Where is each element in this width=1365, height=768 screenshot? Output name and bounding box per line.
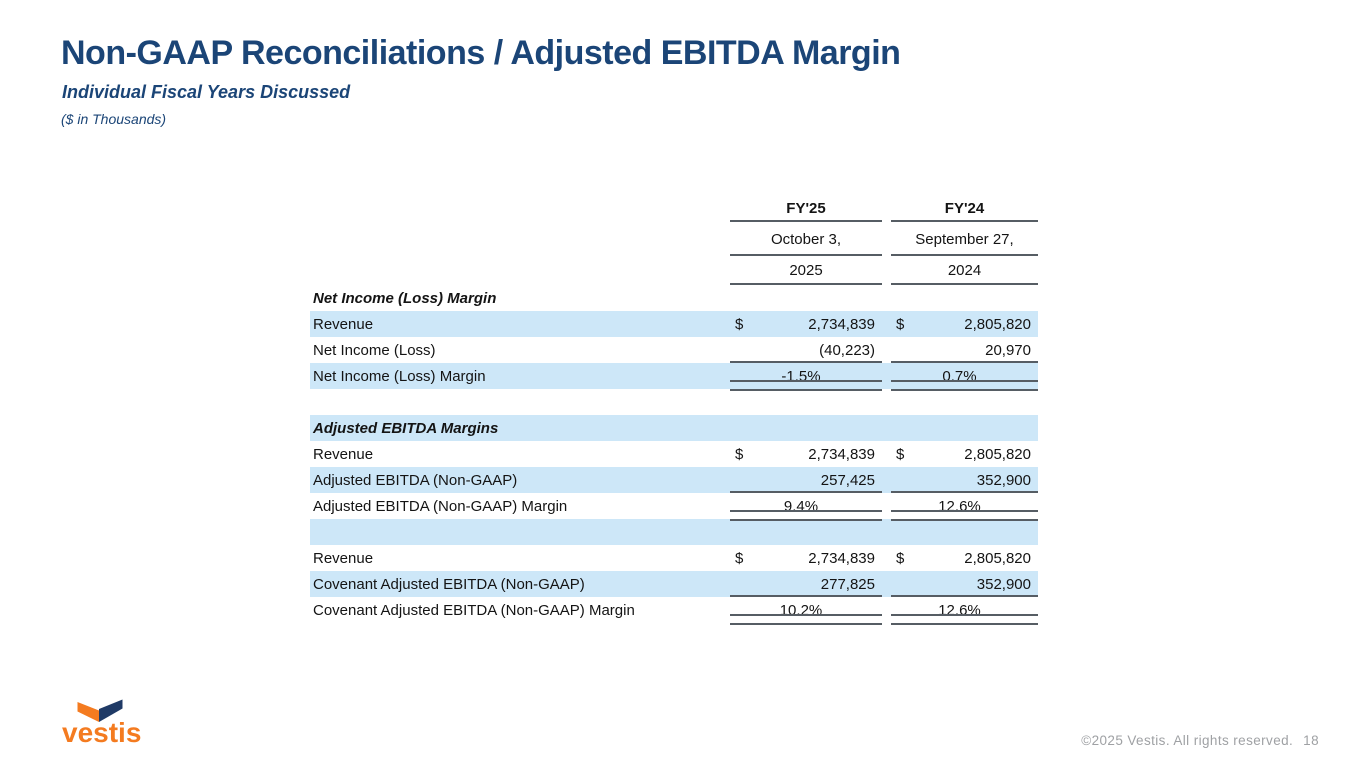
cell-fy25: 257,425: [730, 467, 882, 493]
table-row-net-income: Net Income (Loss) (40,223) 20,970: [310, 337, 1038, 363]
section-row-net-income-margin: Net Income (Loss) Margin: [310, 285, 1038, 311]
cell-value: 277,825: [820, 575, 875, 593]
page-number: 18: [1303, 733, 1319, 748]
table-row-revenue: Revenue $ 2,734,839 $ 2,805,820: [310, 311, 1038, 337]
cell-value: 2,805,820: [964, 549, 1031, 567]
column-year-fy25: 2025: [730, 256, 882, 285]
section-row-adjusted-ebitda-margins: Adjusted EBITDA Margins: [310, 415, 1038, 441]
cell-fy25: $ 2,734,839: [730, 545, 882, 571]
copyright-text: ©2025 Vestis. All rights reserved.: [1081, 733, 1294, 748]
vestis-checkmark-icon: [77, 699, 123, 722]
cell-value: 2,805,820: [964, 445, 1031, 463]
cell-fy24: 20,970: [891, 337, 1038, 363]
cell-value: 12.6%: [938, 601, 981, 619]
cell-value: 352,900: [976, 575, 1031, 593]
cell-value: 0.7%: [942, 367, 977, 385]
cell-fy25: $ 2,734,839: [730, 441, 882, 467]
dollar-sign: $: [735, 445, 744, 463]
reconciliation-table: FY'25 FY'24 October 3, September 27, 202…: [310, 194, 1038, 625]
units-note: ($ in Thousands): [61, 111, 167, 127]
table-row-net-income-margin: Net Income (Loss) Margin -1.5% 0.7%: [310, 363, 1038, 391]
header-spacer: [310, 256, 730, 285]
table-header-row-fy: FY'25 FY'24: [310, 194, 1038, 222]
column-gap: [882, 194, 891, 222]
cell-fy25: 9.4%: [730, 493, 882, 521]
cell-fy25: (40,223): [730, 337, 882, 363]
row-label: Revenue: [313, 549, 374, 567]
table-header-row-year: 2025 2024: [310, 256, 1038, 285]
table-row-revenue: Revenue $ 2,734,839 $ 2,805,820: [310, 545, 1038, 571]
table-row-covenant-adjusted-ebitda-margin: Covenant Adjusted EBITDA (Non-GAAP) Marg…: [310, 597, 1038, 625]
cell-value: -1.5%: [781, 367, 821, 385]
row-label: Revenue: [313, 445, 374, 463]
spacer-row: [310, 389, 1038, 415]
cell-fy25: -1.5%: [730, 363, 882, 391]
header-spacer: [310, 194, 730, 222]
dollar-sign: $: [735, 315, 744, 333]
cell-fy25: 277,825: [730, 571, 882, 597]
cell-fy24: 352,900: [891, 571, 1038, 597]
cell-value: 12.6%: [938, 497, 981, 515]
dollar-sign: $: [735, 549, 744, 567]
cell-value: 2,734,839: [808, 315, 875, 333]
cell-fy24: $ 2,805,820: [891, 545, 1038, 571]
row-label: Net Income (Loss) Margin: [313, 367, 486, 385]
table-row-adjusted-ebitda-margin: Adjusted EBITDA (Non-GAAP) Margin 9.4% 1…: [310, 493, 1038, 521]
row-label: Covenant Adjusted EBITDA (Non-GAAP): [313, 575, 585, 593]
cell-value: 2,734,839: [808, 445, 875, 463]
cell-fy24: 12.6%: [891, 597, 1038, 625]
cell-value: 20,970: [985, 341, 1031, 359]
section-label: Net Income (Loss) Margin: [313, 289, 497, 307]
row-label: Adjusted EBITDA (Non-GAAP) Margin: [313, 497, 568, 515]
cell-fy24: 12.6%: [891, 493, 1038, 521]
cell-fy24: 0.7%: [891, 363, 1038, 391]
table-row-revenue: Revenue $ 2,734,839 $ 2,805,820: [310, 441, 1038, 467]
dollar-sign: $: [896, 445, 905, 463]
cell-fy25: 10.2%: [730, 597, 882, 625]
cell-fy24: 352,900: [891, 467, 1038, 493]
dollar-sign: $: [896, 315, 905, 333]
column-gap: [882, 256, 891, 285]
cell-value: 10.2%: [779, 601, 823, 619]
row-label: Revenue: [313, 315, 374, 333]
spacer-row: [310, 519, 1038, 545]
column-date-fy25: October 3,: [730, 222, 882, 256]
cell-value: 257,425: [820, 471, 875, 489]
dollar-sign: $: [896, 549, 905, 567]
cell-value: 9.4%: [783, 497, 819, 515]
column-gap: [882, 222, 891, 256]
column-year-fy24: 2024: [891, 256, 1038, 285]
slide-subtitle: Individual Fiscal Years Discussed: [62, 82, 351, 102]
cell-value: 2,734,839: [808, 549, 875, 567]
row-label: Net Income (Loss): [313, 341, 436, 359]
cell-fy24: $ 2,805,820: [891, 441, 1038, 467]
column-date-fy24: September 27,: [891, 222, 1038, 256]
cell-fy24: $ 2,805,820: [891, 311, 1038, 337]
cell-value: 2,805,820: [964, 315, 1031, 333]
slide-title: Non-GAAP Reconciliations / Adjusted EBIT…: [61, 34, 901, 72]
row-label: Covenant Adjusted EBITDA (Non-GAAP) Marg…: [313, 601, 635, 619]
table-row-adjusted-ebitda: Adjusted EBITDA (Non-GAAP) 257,425 352,9…: [310, 467, 1038, 493]
column-header-fy24: FY'24: [891, 194, 1038, 222]
header-spacer: [310, 222, 730, 256]
cell-value: 352,900: [976, 471, 1031, 489]
row-label: Adjusted EBITDA (Non-GAAP): [313, 471, 518, 489]
cell-fy25: $ 2,734,839: [730, 311, 882, 337]
section-label: Adjusted EBITDA Margins: [313, 419, 499, 437]
table-row-covenant-adjusted-ebitda: Covenant Adjusted EBITDA (Non-GAAP) 277,…: [310, 571, 1038, 597]
table-header-row-date: October 3, September 27,: [310, 222, 1038, 256]
column-header-fy25: FY'25: [730, 194, 882, 222]
vestis-wordmark: vestis: [62, 717, 142, 748]
slide-footer: ©2025 Vestis. All rights reserved. 18: [1081, 733, 1319, 748]
cell-value: (40,223): [819, 341, 875, 359]
